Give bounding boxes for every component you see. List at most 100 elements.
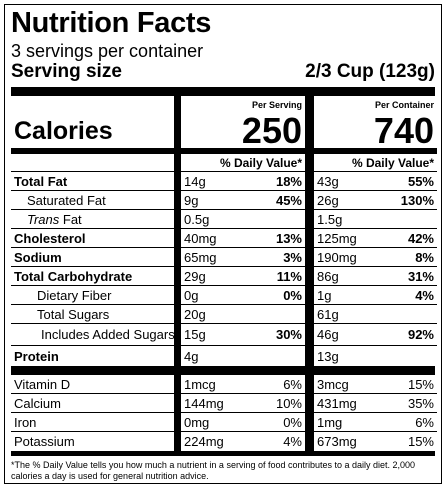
amount: 125mg [317,230,357,246]
amount: 224mg [184,434,224,449]
column-separator [305,191,314,210]
daily-value: 8% [415,249,434,265]
column-separator [174,191,181,210]
nutrient-name: Trans Fat [11,210,174,229]
per-container-value: 1.5g [314,210,437,229]
daily-value: 42% [407,230,434,246]
nutrient-name: Protein [11,346,174,366]
column-separator [305,394,314,413]
per-serving-value: 1mcg 6% [181,375,305,394]
nutrient-name: Iron [11,413,174,432]
per-serving-value: 0.5g [181,210,305,229]
per-container-value: 190mg 8% [314,248,437,267]
nutrient-name-text: Includes Added Sugars [41,327,175,342]
nutrient-name-text: Iron [14,414,37,430]
amount: 3mcg [317,376,349,392]
nutrient-name-text: Potassium [14,434,75,449]
per-serving-header: Per Serving [251,100,302,110]
amount: 0mg [184,414,210,430]
per-container-value: 1mg 6% [314,413,437,432]
calories-per-serving: 250 [241,110,302,151]
amount: 20g [184,306,206,322]
column-separator [174,96,181,118]
per-container-value: 46g 92% [314,324,437,346]
per-container-value: 1g 4% [314,286,437,305]
daily-value: 0% [283,414,302,430]
dv-header-serving: % Daily Value* [181,154,305,172]
nutrient-name: Calcium [11,394,174,413]
amount: 86g [317,268,339,284]
daily-value: 11% [276,268,302,284]
daily-value: 6% [415,414,434,430]
nutrient-name-text: Dietary Fiber [37,287,112,303]
daily-value: 3% [283,249,302,265]
nutrient-rows: Total Fat 14g 18% 43g 55% Saturated Fat 9g 45% 2… [11,172,437,366]
column-separator [305,229,314,248]
amount: 4g [184,348,199,364]
nutrient-name: Total Fat [11,172,174,191]
per-container-value: 431mg 35% [314,394,437,413]
nutrition-label: Nutrition Facts 3 servings per container… [4,4,442,484]
calories-label: Calories [14,117,113,145]
dv-header-container: % Daily Value* [314,154,437,172]
footnote: *The % Daily Value tells you how much a … [11,460,416,481]
per-container-value: 43g 55% [314,172,437,191]
nutrient-name-text: Saturated Fat [27,192,106,208]
daily-value: 4% [283,434,302,449]
nutrient-name-text: Calcium [14,395,61,411]
label-title: Nutrition Facts [11,7,212,39]
daily-value: 92% [407,327,434,342]
daily-value: 55% [407,173,434,189]
nutrient-name-text: Total Carbohydrate [14,268,133,284]
column-separator [174,118,181,148]
daily-value: 15% [407,376,434,392]
nutrient-name-text: Total Sugars [37,306,110,322]
nutrient-name: Saturated Fat [11,191,174,210]
per-serving-value: 0mg 0% [181,413,305,432]
per-serving-value: 29g 11% [181,267,305,286]
nutrient-name-italic: Trans [27,211,60,227]
nutrient-name: Total Sugars [11,305,174,324]
per-container-value: 86g 31% [314,267,437,286]
per-serving-value: 40mg 13% [181,229,305,248]
per-container-value: 26g 130% [314,191,437,210]
per-container-value: 125mg 42% [314,229,437,248]
column-separator [174,267,181,286]
per-serving-value: 0g 0% [181,286,305,305]
column-separator [174,394,181,413]
thick-divider [11,87,435,96]
daily-value: 10% [275,395,302,411]
nutrient-name-text: Protein [14,348,59,364]
amount: 15g [184,327,206,342]
per-serving-value: 65mg 3% [181,248,305,267]
column-separator [305,413,314,432]
amount: 13g [317,348,339,364]
column-separator [305,346,314,366]
daily-value: 15% [407,434,434,449]
amount: 1g [317,287,332,303]
column-separator [305,286,314,305]
per-container-value: 3mcg 15% [314,375,437,394]
nutrient-name: Dietary Fiber [11,286,174,305]
daily-value: 4% [415,287,434,303]
column-separator [174,172,181,191]
per-container-value: 673mg 15% [314,432,437,451]
thick-divider-vitamins [11,366,435,375]
amount: 1mg [317,414,343,430]
vitamin-rows: Vitamin D 1mcg 6% 3mcg 15% Calcium 144mg 10% 431… [11,375,437,451]
column-separator [305,210,314,229]
amount: 65mg [184,249,217,265]
serving-size-row: Serving size 2/3 Cup (123g) [11,61,435,83]
daily-value: 130% [400,192,434,208]
column-separator [305,172,314,191]
medium-divider [11,148,174,154]
per-serving-value: 144mg 10% [181,394,305,413]
per-serving-value: 9g 45% [181,191,305,210]
nutrient-name-text: Vitamin D [14,376,71,392]
nutrient-name: Vitamin D [11,375,174,394]
column-separator [305,267,314,286]
column-separator [174,248,181,267]
amount: 0g [184,287,199,303]
daily-value: 6% [283,376,302,392]
column-separator [305,324,314,346]
